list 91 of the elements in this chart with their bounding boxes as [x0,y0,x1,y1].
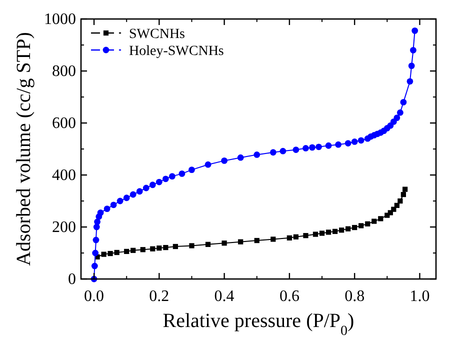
point [189,243,194,248]
point [114,250,120,256]
point [92,250,99,256]
point [280,148,286,154]
point [162,176,169,182]
point [188,166,195,173]
point [91,262,98,270]
point [142,184,150,192]
point [406,78,414,85]
point [221,158,228,164]
point [309,144,316,151]
point [270,236,276,242]
point [237,154,244,161]
point [254,152,260,158]
point [136,188,143,195]
point [163,244,168,250]
point [110,202,117,208]
point [124,248,130,254]
point [312,232,318,237]
point [346,226,351,232]
point [149,182,156,188]
point [344,140,352,146]
point [372,218,377,224]
point [204,161,212,168]
point [351,138,358,145]
point [408,62,415,69]
point [293,234,299,240]
point [326,230,332,235]
point [394,202,400,208]
point [101,252,106,257]
point [391,206,396,212]
point [316,144,322,150]
point [130,248,136,253]
point [130,191,136,198]
x-tick-label: 0.8 [344,288,365,305]
point [352,224,358,230]
point [156,246,162,251]
point [302,145,309,152]
point [254,238,260,244]
point [108,250,113,256]
point [410,47,416,54]
point [168,173,176,180]
point [394,114,400,121]
y-tick-label: 400 [52,167,76,184]
point [378,216,384,222]
point [94,218,100,225]
y-axis-title: Adsorbed volume (cc/g STP) [13,32,35,266]
x-tick-label: 0.0 [84,288,104,305]
x-tick-label: 1.0 [410,288,430,305]
point [140,247,146,252]
x-tick-label: 0.4 [214,288,234,305]
x-tick-label: 0.2 [149,288,170,305]
point [116,198,124,204]
point [178,170,186,177]
point [97,210,104,216]
point [156,178,162,186]
point [332,228,338,234]
x-tick-label: 0.6 [279,288,300,305]
legend-label: Holey-SWCNHs [129,44,224,59]
point [150,246,156,252]
point [270,149,276,156]
y-tick-label: 600 [52,115,76,132]
point [286,235,292,240]
point [358,137,364,144]
point [365,221,370,226]
point [398,198,403,204]
point [92,236,100,244]
legend-label: SWCNHs [129,27,186,42]
point [400,99,407,106]
point [402,186,408,192]
x-axis-title: Relative pressure (P/P$_{0}$) [162,310,354,338]
point [205,242,211,247]
point [222,240,227,246]
point [172,244,178,250]
point [238,239,244,244]
point [396,109,404,116]
point [292,146,300,153]
point [325,142,332,149]
point [338,228,344,233]
y-tick-label: 200 [52,219,76,236]
point [319,230,325,236]
point [123,194,130,202]
y-tick-label: 1000 [44,11,76,28]
y-tick-label: 0 [68,271,76,288]
point [335,141,342,148]
point [412,28,418,34]
y-tick-label: 800 [52,63,76,80]
point [303,233,308,238]
point [400,192,406,198]
point [358,223,364,228]
point [104,206,110,212]
